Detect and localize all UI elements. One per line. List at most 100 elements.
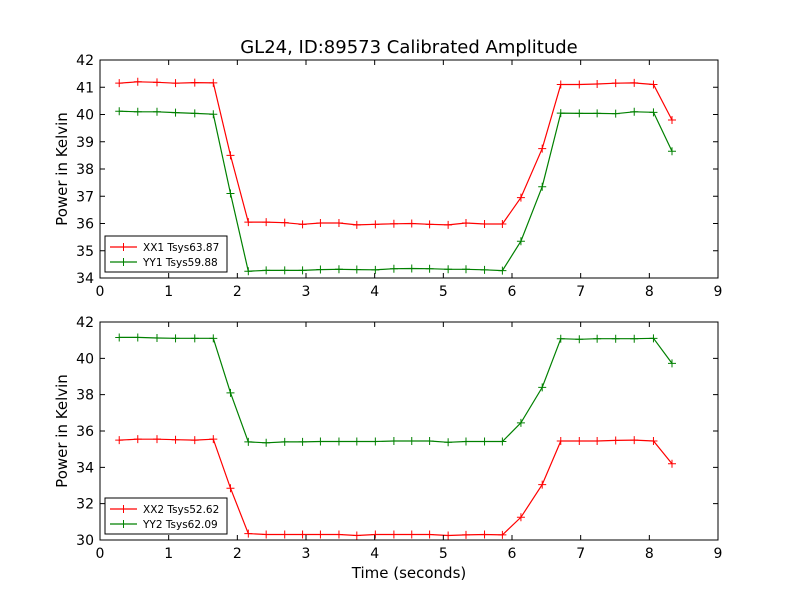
series-line-0-0	[119, 81, 673, 226]
data-point-0-1-24	[556, 109, 565, 118]
data-point-1-1-25	[575, 335, 584, 344]
data-point-1-0-19	[461, 530, 470, 539]
data-point-0-0-14	[371, 220, 380, 229]
data-point-1-1-21	[498, 437, 507, 446]
data-point-1-0-13	[352, 531, 361, 540]
data-point-1-0-3	[171, 435, 180, 444]
data-point-0-1-27	[611, 109, 620, 118]
y-tick-label-6: 40	[76, 108, 94, 124]
y-axis-label-0: Power in Kelvin	[53, 112, 71, 226]
data-point-0-0-26	[593, 79, 602, 88]
data-point-0-1-1	[133, 107, 142, 116]
legend-label-0: XX2 Tsys52.62	[143, 504, 219, 516]
data-point-0-0-4	[190, 78, 199, 87]
data-point-1-0-21	[498, 530, 507, 539]
data-point-1-0-7	[244, 529, 253, 538]
x-tick-label-2: 2	[233, 546, 242, 562]
data-point-0-1-11	[316, 265, 325, 274]
figure-title: GL24, ID:89573 Calibrated Amplitude	[240, 37, 578, 58]
data-point-0-0-0	[115, 79, 124, 88]
data-point-1-0-26	[593, 436, 602, 445]
y-tick-label-2: 36	[76, 217, 94, 233]
x-tick-label-1: 1	[164, 546, 173, 562]
data-point-0-1-0	[115, 107, 124, 116]
data-point-1-1-4	[190, 334, 199, 343]
data-point-1-1-19	[461, 437, 470, 446]
data-point-0-1-19	[461, 265, 470, 274]
data-point-1-0-9	[280, 530, 289, 539]
legend-label-1: YY2 Tsys62.09	[142, 519, 218, 531]
data-point-1-1-5	[209, 334, 218, 343]
x-tick-label-8: 8	[645, 284, 654, 300]
data-point-1-1-7	[244, 437, 253, 446]
x-tick-label-2: 2	[233, 284, 242, 300]
legend-box	[104, 235, 228, 273]
data-point-1-1-12	[334, 437, 343, 446]
data-point-1-0-11	[316, 530, 325, 539]
data-point-1-0-0	[115, 436, 124, 445]
data-point-0-1-2	[152, 107, 161, 116]
data-point-1-1-6	[226, 388, 235, 397]
data-point-0-1-26	[593, 109, 602, 118]
y-axis-label-1: Power in Kelvin	[53, 374, 71, 488]
data-point-0-1-16	[407, 264, 416, 273]
data-point-0-0-15	[389, 219, 398, 228]
x-tick-label-3: 3	[302, 546, 311, 562]
data-point-1-0-8	[262, 530, 271, 539]
x-axis-label: Time (seconds)	[351, 564, 467, 582]
data-point-0-0-21	[498, 220, 507, 229]
data-point-0-0-12	[334, 218, 343, 227]
y-tick-label-3: 37	[76, 189, 94, 205]
data-point-0-1-18	[444, 265, 453, 274]
data-point-1-1-26	[593, 334, 602, 343]
data-point-0-1-13	[352, 265, 361, 274]
data-point-1-1-3	[171, 334, 180, 343]
data-point-1-0-25	[575, 436, 584, 445]
x-tick-label-6: 6	[508, 284, 517, 300]
x-tick-label-1: 1	[164, 284, 173, 300]
legend-box	[104, 497, 228, 535]
data-point-0-0-11	[316, 218, 325, 227]
y-tick-label-1: 32	[76, 497, 94, 513]
data-point-0-0-25	[575, 80, 584, 89]
data-point-1-0-16	[407, 530, 416, 539]
x-tick-label-4: 4	[370, 284, 379, 300]
x-tick-label-4: 4	[370, 546, 379, 562]
x-tick-label-9: 9	[714, 284, 723, 300]
x-tick-label-3: 3	[302, 284, 311, 300]
y-tick-label-2: 34	[76, 460, 94, 476]
legend-0: XX1 Tsys63.87 YY1 Tsys59.88	[104, 235, 228, 273]
data-point-1-1-15	[389, 436, 398, 445]
data-point-1-1-14	[371, 437, 380, 446]
data-point-1-1-28	[630, 334, 639, 343]
data-point-0-1-14	[371, 265, 380, 274]
legend-label-0: XX1 Tsys63.87	[143, 242, 219, 254]
x-tick-label-0: 0	[96, 546, 105, 562]
data-point-1-1-30	[667, 359, 676, 368]
data-point-0-0-3	[171, 79, 180, 88]
data-point-0-0-5	[209, 78, 218, 87]
data-point-0-1-20	[480, 265, 489, 274]
data-point-1-0-6	[226, 484, 235, 493]
data-point-0-0-19	[461, 218, 470, 227]
legend-label-1: YY1 Tsys59.88	[142, 257, 218, 269]
data-point-1-0-14	[371, 530, 380, 539]
y-tick-label-1: 35	[76, 244, 94, 260]
data-point-0-1-21	[498, 266, 507, 275]
data-point-0-1-4	[190, 109, 199, 118]
data-point-0-0-30	[667, 115, 676, 124]
data-point-1-1-9	[280, 437, 289, 446]
data-point-1-0-1	[133, 435, 142, 444]
y-tick-label-5: 40	[76, 351, 94, 367]
data-point-0-0-2	[152, 78, 161, 87]
data-point-1-0-17	[425, 530, 434, 539]
data-point-0-1-22	[516, 237, 525, 246]
x-tick-label-7: 7	[576, 546, 585, 562]
y-tick-label-0: 34	[76, 271, 94, 287]
y-tick-label-3: 36	[76, 424, 94, 440]
legend-marker-0	[119, 243, 128, 251]
legend-1: XX2 Tsys52.62 YY2 Tsys62.09	[104, 497, 228, 535]
data-point-0-1-3	[171, 108, 180, 117]
